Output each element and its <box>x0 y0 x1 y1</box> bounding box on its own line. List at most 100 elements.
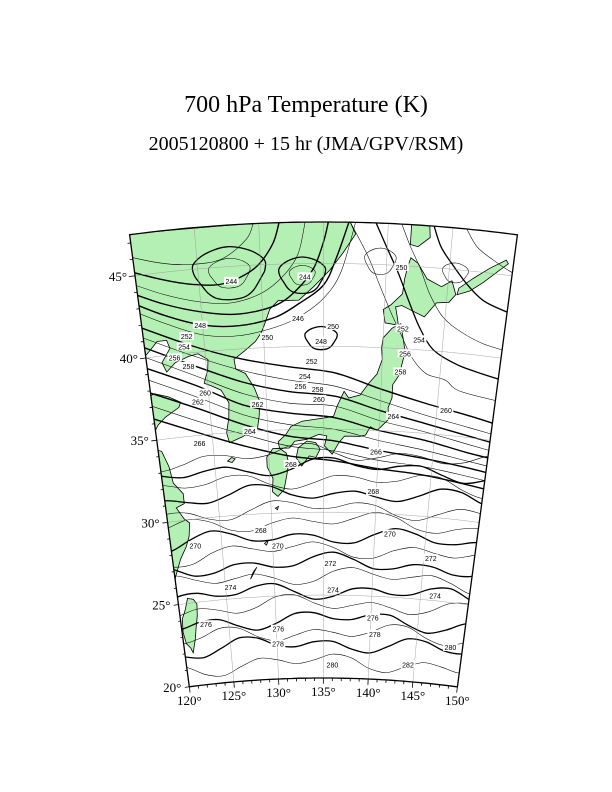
contour-label: 262 <box>192 400 204 407</box>
contour-label-bg <box>394 262 409 271</box>
contour-label-bg <box>365 613 381 622</box>
contour-label: 278 <box>369 632 381 639</box>
contour-label-bg <box>423 554 439 563</box>
contour-label-bg <box>224 276 239 285</box>
contour-label: 246 <box>292 316 304 323</box>
contour-label-bg <box>304 356 319 365</box>
contour-label: 272 <box>325 561 337 568</box>
contour-label: 276 <box>200 622 212 629</box>
contour-label: 264 <box>244 429 256 436</box>
contour-label: 252 <box>306 359 318 366</box>
contour-label: 278 <box>272 642 284 649</box>
contour-label-bg <box>400 660 416 669</box>
isotherm-front <box>130 333 513 441</box>
contour-label: 274 <box>225 585 237 592</box>
meridian-line <box>193 227 235 682</box>
contour-label: 270 <box>272 544 284 551</box>
longitude-label: 135° <box>311 684 336 699</box>
contour-label-bg <box>260 333 275 342</box>
isotherm-closed <box>208 257 251 289</box>
frame-tick <box>173 604 179 606</box>
contour-labels: 2442442502482522542562582462502502482522… <box>167 262 458 669</box>
frame-tick <box>128 275 136 278</box>
contour-label: 244 <box>225 279 237 286</box>
land-amami <box>263 539 269 546</box>
contour-label: 276 <box>272 627 284 634</box>
contour-label: 274 <box>429 593 441 600</box>
contour-label-bg <box>271 624 286 633</box>
contour-label-bg <box>197 388 213 397</box>
contour-label-bg <box>411 335 427 344</box>
land-yakushima <box>274 505 280 511</box>
meridian-line <box>412 227 454 683</box>
contour-label: 254 <box>299 374 311 381</box>
isotherm-band <box>168 653 478 677</box>
contour-label: 270 <box>384 532 396 539</box>
contour-label: 244 <box>299 274 311 281</box>
contour-label-bg <box>192 320 208 329</box>
contour-label-bg <box>297 272 313 281</box>
contour-label-bg <box>188 541 203 550</box>
map-title: 700 hPa Temperature (K) <box>184 92 428 118</box>
latitude-label: 45° <box>109 269 127 284</box>
parallel-line <box>145 346 502 359</box>
contour-label-bg <box>438 405 454 414</box>
isotherm-north-japan <box>349 222 518 406</box>
contour-label-bg <box>293 381 308 390</box>
contour-label: 260 <box>199 391 211 398</box>
meridian-line <box>258 223 279 680</box>
contour-label: 250 <box>327 324 339 331</box>
contour-label-bg <box>427 591 443 600</box>
contour-label: 280 <box>327 662 339 669</box>
contour-label-bg <box>386 411 401 420</box>
contour-label-bg <box>443 643 458 651</box>
isotherm-north-japan <box>465 227 518 283</box>
contour-label-bg <box>167 353 182 362</box>
frame-tick <box>188 686 191 693</box>
isotherm-jet <box>129 222 306 304</box>
contour-label-bg <box>179 332 194 341</box>
contour-label-bg <box>242 426 258 435</box>
land-hokkaido <box>382 257 457 326</box>
longitude-label: 150° <box>445 693 470 708</box>
contour-label: 274 <box>327 588 339 595</box>
contour-label-bg <box>181 361 196 370</box>
contour-label-bg <box>325 585 341 594</box>
contour-label: 256 <box>169 355 181 362</box>
contour-label-bg <box>223 582 238 591</box>
contour-label-bg <box>192 439 207 448</box>
isotherm-front <box>141 414 505 495</box>
contour-label: 266 <box>194 441 206 448</box>
contour-label: 258 <box>312 387 324 394</box>
contour-label-bg <box>290 313 306 322</box>
contour-label: 276 <box>367 615 379 622</box>
isotherm-front <box>129 322 515 431</box>
contour-label: 250 <box>261 335 273 342</box>
axis-labels: 120° 125° 130° 135° 140° 145° 150° 20° 25° 30° 35°… <box>109 269 470 708</box>
land-sakhalin <box>409 222 431 248</box>
isotherm-north-japan <box>401 222 518 357</box>
contour-label: 260 <box>440 408 452 415</box>
isotherm-closed <box>191 245 267 301</box>
isotherm-closed <box>364 247 397 275</box>
contour-label-bg <box>325 322 341 330</box>
contour-label-bg <box>297 371 313 380</box>
contour-label: 262 <box>252 402 264 409</box>
isotherm-north-japan <box>374 222 518 387</box>
land-layer <box>129 222 509 655</box>
contour-label-bg <box>190 397 206 406</box>
land-honshu <box>277 323 406 455</box>
contour-label-bg <box>382 529 398 538</box>
contour-label: 268 <box>255 528 267 535</box>
contour-label-bg <box>250 399 265 408</box>
contour-label-bg <box>323 559 338 568</box>
contour-label: 252 <box>397 326 409 333</box>
contour-label-bg <box>310 385 325 393</box>
land-jeju <box>226 457 236 463</box>
isotherm-front <box>140 402 506 487</box>
contour-label: 248 <box>194 323 206 330</box>
isotherm-jet <box>129 222 254 266</box>
isotherm-closed <box>277 256 327 295</box>
contour-label: 268 <box>367 489 379 496</box>
